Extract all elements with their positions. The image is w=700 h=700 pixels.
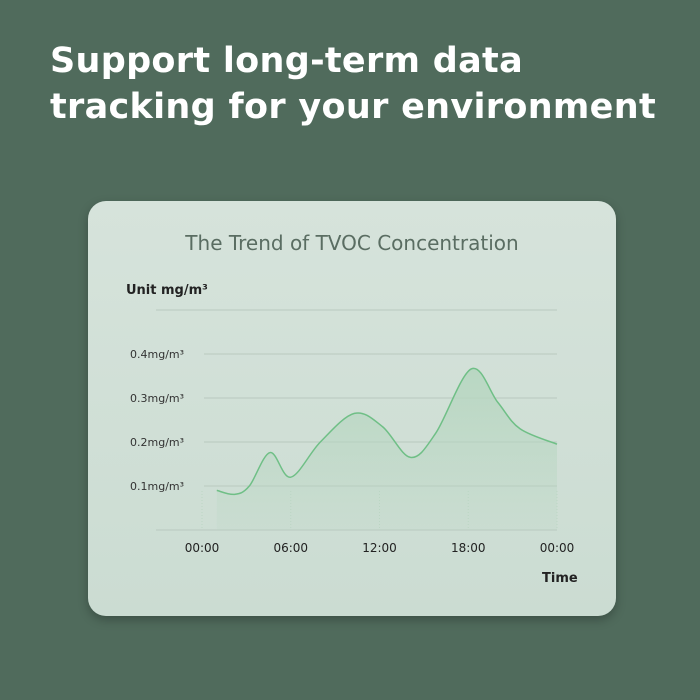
x-tick-label: 12:00 [362, 541, 397, 555]
headline-line-2: tracking for your environment [50, 87, 656, 127]
y-tick-label: 0.2mg/m³ [130, 436, 184, 449]
chart-title: The Trend of TVOC Concentration [185, 231, 519, 255]
y-tick-label: 0.1mg/m³ [130, 480, 184, 493]
x-tick-label: 06:00 [273, 541, 308, 555]
series-line [216, 367, 558, 496]
x-axis-label: Time [542, 571, 578, 586]
x-tick-label: 18:00 [451, 541, 486, 555]
x-tick-label: 00:00 [185, 541, 220, 555]
y-tick-label: 0.4mg/m³ [130, 348, 184, 361]
area-fill [216, 368, 557, 530]
y-axis-label: Unit mg/m³ [126, 283, 208, 298]
headline: Support long-term data tracking for your… [50, 38, 656, 130]
headline-line-1: Support long-term data [50, 41, 523, 81]
chart-plot: 0.1mg/m³ 0.2mg/m³ 0.3mg/m³ 0.4mg/m³ 00:00 06:… [130, 309, 575, 555]
y-tick-label: 0.3mg/m³ [130, 392, 184, 405]
chart-card: The Trend of TVOC Concentration Unit mg/… [88, 201, 616, 616]
x-tick-label: 00:00 [540, 541, 575, 555]
